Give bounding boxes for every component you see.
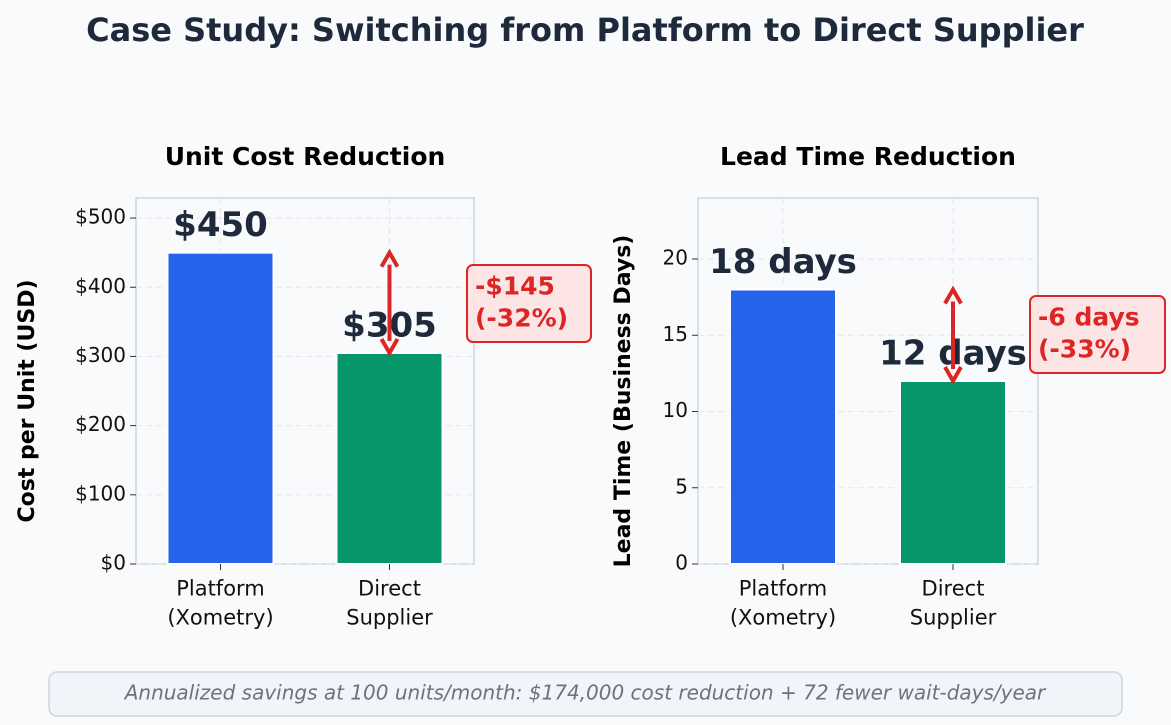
bar: [335, 351, 444, 566]
annotation: -6 days (-33%): [1038, 303, 1140, 364]
y-tick-label: $300: [75, 343, 126, 367]
x-tick-label: Direct Supplier: [346, 577, 433, 630]
annotation-box: [466, 264, 592, 343]
x-tick-label: Platform (Xometry): [730, 577, 836, 630]
chart-title: Lead Time Reduction: [720, 142, 1016, 171]
y-tick-label: $500: [75, 205, 126, 229]
arrow-head: [379, 248, 400, 268]
y-tick-label: 20: [663, 246, 688, 270]
arrow-head: [943, 285, 963, 305]
y-tick-label: 5: [675, 474, 688, 498]
y-tick-label: 10: [663, 398, 688, 422]
arrow-head: [943, 366, 963, 386]
footer-note: Annualized savings at 100 units/month: $…: [123, 681, 1047, 705]
y-tick-label: $100: [75, 481, 126, 505]
arrow-head: [379, 337, 400, 358]
bar: [166, 251, 275, 566]
y-axis-label: Cost per Unit (USD): [15, 279, 40, 522]
value-label: 18 days: [709, 242, 857, 282]
bar: [729, 288, 837, 565]
y-tick-label: 0: [675, 551, 688, 575]
chart-title: Unit Cost Reduction: [165, 142, 446, 171]
y-tick-label: $0: [101, 551, 126, 575]
y-tick-label: $200: [75, 412, 126, 436]
y-tick-label: 15: [663, 322, 688, 346]
footer-box: [48, 671, 1123, 717]
y-axis-label: Lead Time (Business Days): [611, 235, 636, 568]
value-label: $450: [173, 205, 268, 245]
x-tick-label: Direct Supplier: [910, 577, 997, 630]
annotation: -$145 (-32%): [475, 272, 568, 333]
page-title: Case Study: Switching from Platform to D…: [86, 11, 1084, 49]
x-tick-label: Platform (Xometry): [167, 577, 273, 630]
bar: [899, 380, 1007, 565]
y-tick-label: $400: [75, 274, 126, 298]
annotation-box: [1029, 295, 1166, 374]
